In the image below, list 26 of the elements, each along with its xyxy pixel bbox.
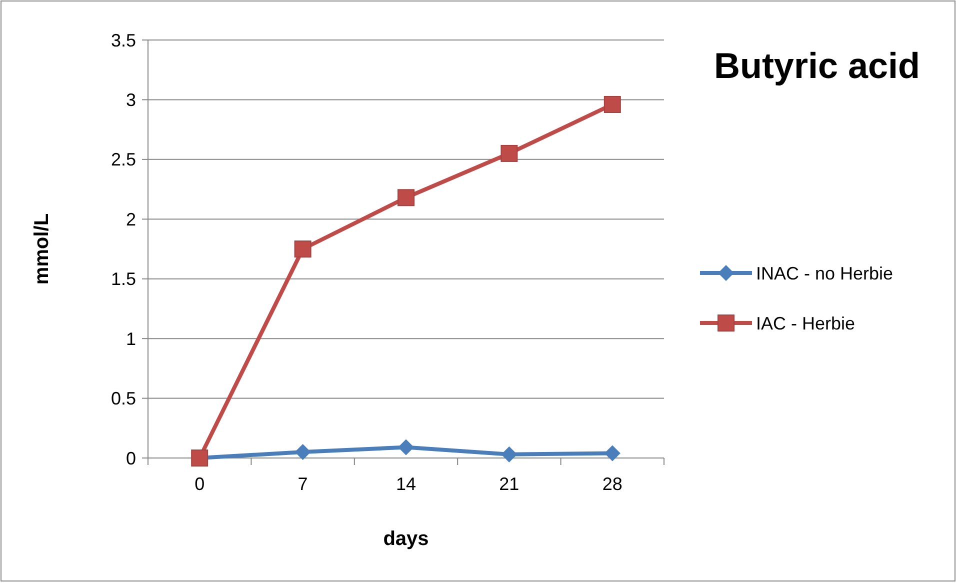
legend-label: IAC - Herbie bbox=[756, 313, 856, 334]
y-tick-label: 2 bbox=[126, 209, 136, 230]
x-tick-label: 7 bbox=[298, 474, 308, 494]
point bbox=[398, 439, 414, 456]
y-tick-label: 3.5 bbox=[110, 30, 136, 50]
legend-label: INAC - no Herbie bbox=[756, 263, 894, 284]
point bbox=[398, 189, 414, 206]
y-tick-label: 0 bbox=[126, 448, 136, 468]
point bbox=[604, 96, 621, 113]
point bbox=[604, 445, 620, 462]
point bbox=[500, 144, 518, 162]
x-axis-title: days bbox=[383, 528, 429, 550]
y-tick-label: 1 bbox=[126, 328, 136, 349]
x-tick-label: 21 bbox=[499, 474, 520, 494]
y-tick-label: 1.5 bbox=[110, 269, 136, 290]
x-tick-label: 0 bbox=[194, 474, 205, 494]
text: Butyric acid bbox=[714, 45, 920, 86]
point bbox=[294, 444, 311, 460]
x-tick-label: 14 bbox=[396, 474, 416, 494]
y-tick-label: 0.5 bbox=[110, 388, 136, 409]
point bbox=[501, 446, 518, 462]
x-tick-label: 28 bbox=[602, 474, 622, 494]
y-tick-label: 2.5 bbox=[110, 150, 136, 170]
point bbox=[294, 240, 312, 258]
y-axis-title: mmol/L bbox=[31, 213, 53, 285]
y-tick-label: 3 bbox=[126, 90, 136, 110]
